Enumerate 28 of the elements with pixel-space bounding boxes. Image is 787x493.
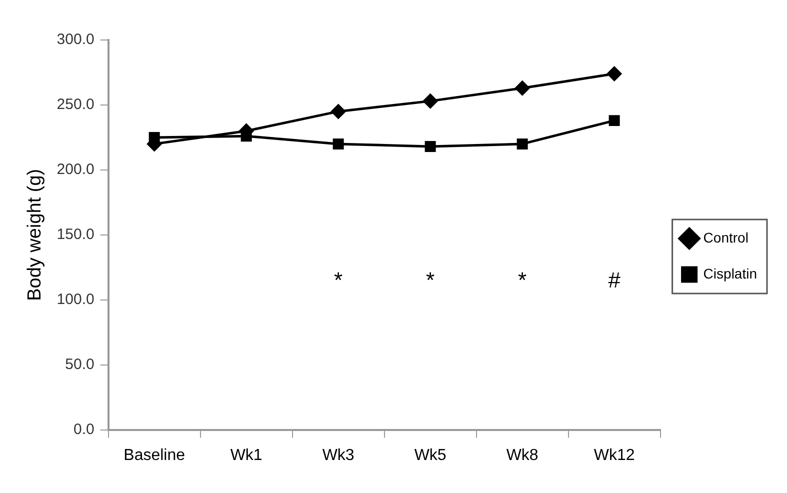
x-tick-label: Wk1 xyxy=(230,446,262,464)
legend-label: Control xyxy=(703,229,748,246)
point xyxy=(423,94,438,108)
y-tick-label: 150.0 xyxy=(56,226,94,244)
legend-label: Cisplatin xyxy=(703,265,758,282)
x-tick-label: Wk5 xyxy=(414,446,446,464)
point xyxy=(515,80,530,96)
y-tick-label: 200.0 xyxy=(56,161,94,178)
x-tick-label: Baseline xyxy=(124,446,186,464)
y-tick-label: 300.0 xyxy=(56,31,94,48)
x-tick-label: Wk3 xyxy=(322,446,354,464)
point xyxy=(332,138,344,150)
y-axis-title: Body weight (g) xyxy=(24,168,46,301)
y-tick-label: 0.0 xyxy=(73,420,94,438)
x-tick-label: Wk8 xyxy=(506,446,538,464)
x-tick-label: Wk12 xyxy=(594,446,635,464)
y-tick-label: 100.0 xyxy=(56,291,94,308)
point xyxy=(331,104,346,119)
annotation: * xyxy=(518,268,528,293)
y-tick-label: 50.0 xyxy=(65,356,94,373)
point xyxy=(516,138,528,150)
annotation: * xyxy=(426,268,436,293)
annotation: # xyxy=(608,268,622,293)
y-tick-label: 250.0 xyxy=(56,96,94,114)
point xyxy=(608,115,620,126)
point xyxy=(424,141,436,152)
point xyxy=(607,66,622,82)
annotation: * xyxy=(334,268,344,293)
